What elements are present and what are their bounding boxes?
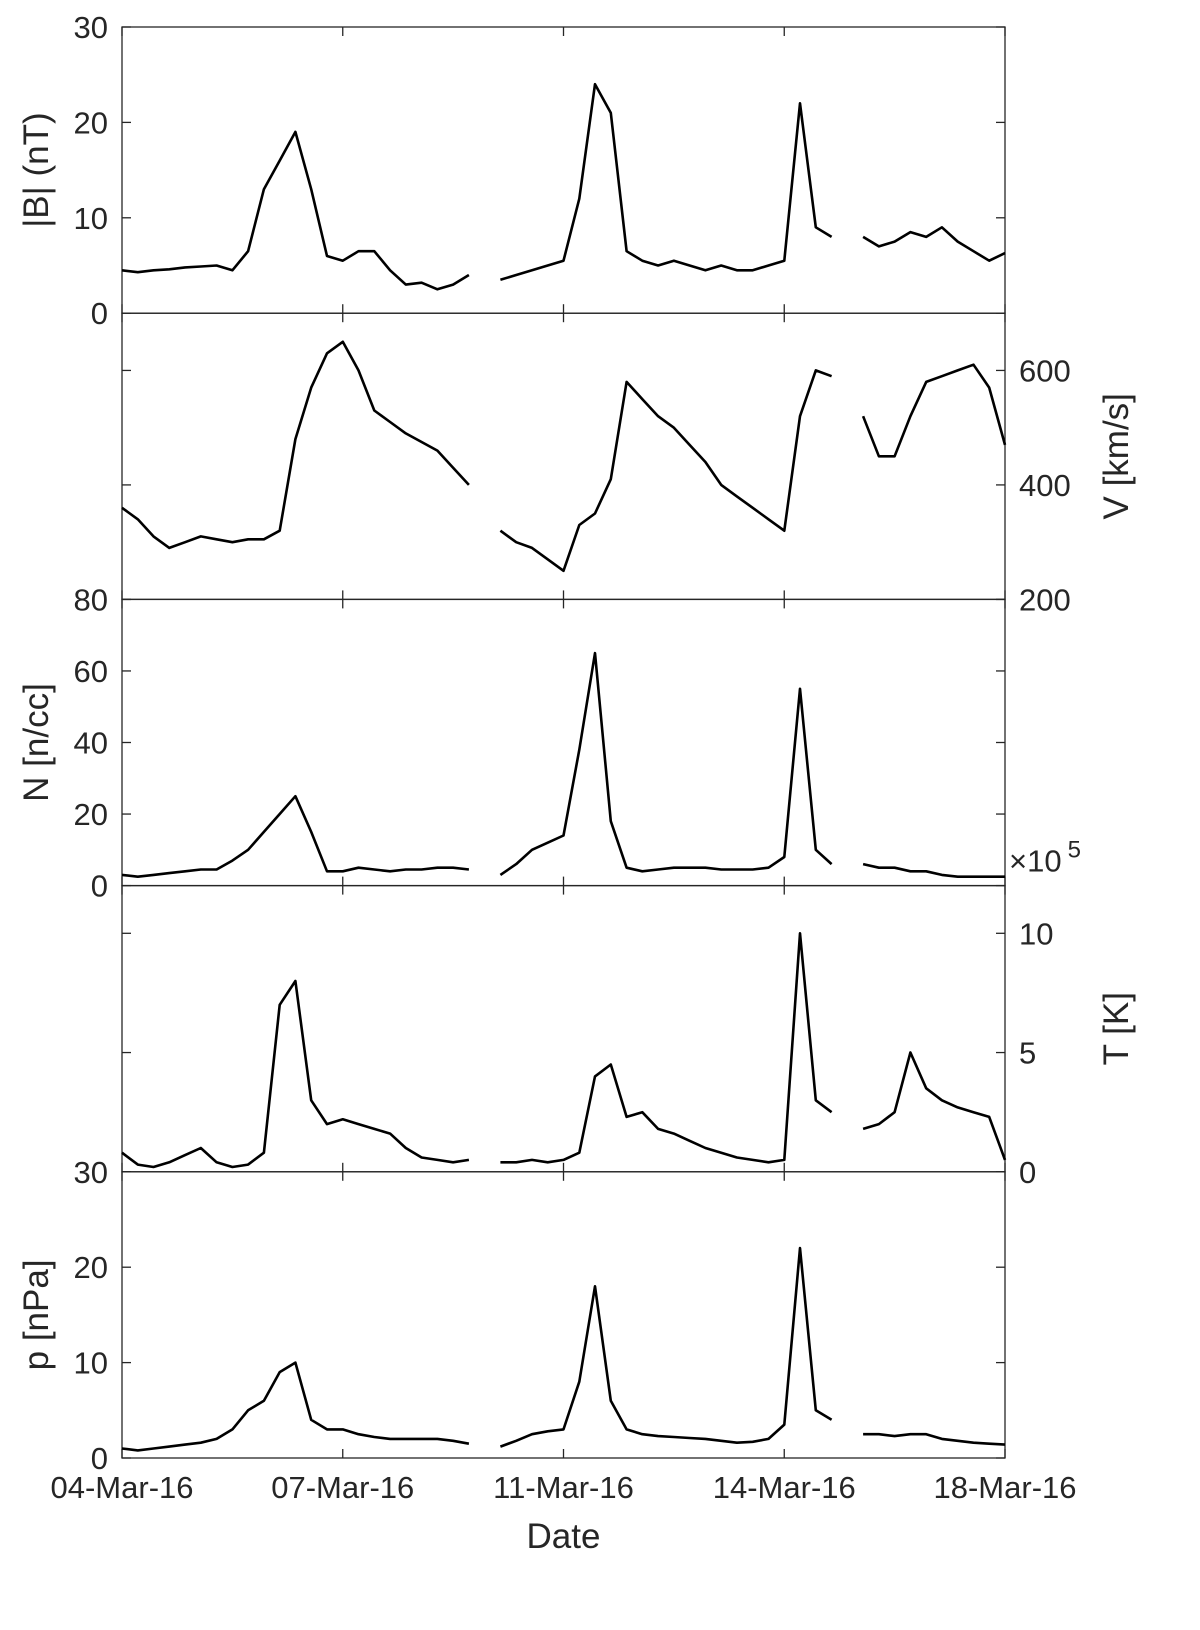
x-tick-label: 18-Mar-16 <box>934 1470 1077 1505</box>
x-tick-label: 04-Mar-16 <box>51 1470 194 1505</box>
y-tick-label: 20 <box>74 105 108 140</box>
x-tick-label: 07-Mar-16 <box>271 1470 414 1505</box>
y-axis-label: T [K] <box>1097 992 1136 1065</box>
data-line <box>121 651 1005 878</box>
y-tick-label: 10 <box>74 201 108 236</box>
y-axis-label: |B| (nT) <box>17 112 56 227</box>
data-line <box>121 340 1007 573</box>
axes-box <box>121 884 1006 1173</box>
x-tick-label: 14-Mar-16 <box>713 1470 856 1505</box>
y-tick-label: 0 <box>91 296 108 331</box>
y-tick-label: 10 <box>74 1346 108 1381</box>
y-tick-label: 30 <box>74 10 108 45</box>
y-tick-label: 400 <box>1019 468 1071 503</box>
y-tick-label: 600 <box>1019 353 1071 388</box>
y-axis-label: V [km/s] <box>1097 393 1136 519</box>
y-axis-label: p [nPa] <box>17 1259 56 1370</box>
axes-box <box>121 26 1006 314</box>
x-axis-label: Date <box>527 1517 601 1556</box>
y-tick-label: 200 <box>1019 582 1071 617</box>
y-multiplier-base: ×10 <box>1009 844 1062 879</box>
y-tick-label: 60 <box>74 654 108 689</box>
data-line <box>121 82 1006 291</box>
y-tick-label: 40 <box>74 726 108 761</box>
y-tick-label: 0 <box>91 869 108 904</box>
y-axis-label: N [n/cc] <box>17 683 56 802</box>
data-line <box>121 1246 1006 1452</box>
x-tick-label: 11-Mar-16 <box>493 1470 634 1505</box>
axes-box <box>121 1171 1006 1459</box>
axes-box <box>121 312 1006 601</box>
y-tick-label: 0 <box>1019 1155 1036 1190</box>
y-tick-label: 20 <box>74 797 108 832</box>
y-tick-label: 80 <box>74 582 108 617</box>
y-tick-label: 0 <box>91 1441 108 1476</box>
y-multiplier-exponent: 5 <box>1068 837 1081 864</box>
y-tick-label: 20 <box>74 1250 108 1285</box>
data-line <box>121 932 1007 1169</box>
y-tick-label: 5 <box>1019 1036 1036 1071</box>
y-multiplier: ×10 5 <box>1009 837 1081 879</box>
y-tick-label: 10 <box>1019 916 1053 951</box>
y-tick-label: 30 <box>74 1155 108 1190</box>
